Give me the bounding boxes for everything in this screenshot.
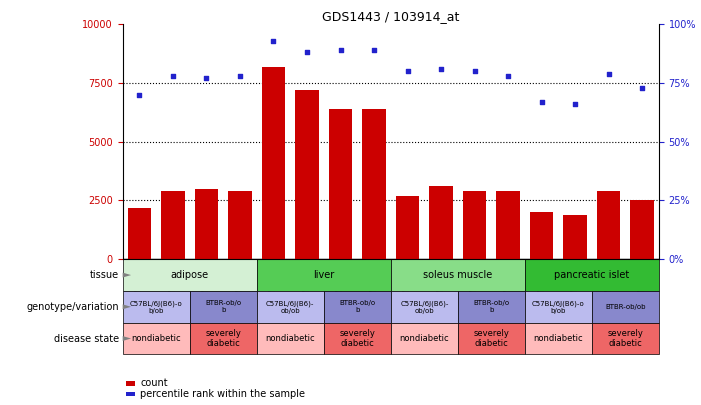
Point <box>469 68 480 75</box>
Bar <box>592 323 659 354</box>
Text: nondiabetic: nondiabetic <box>400 334 449 343</box>
Bar <box>592 291 659 323</box>
Bar <box>295 90 319 259</box>
Text: soleus muscle: soleus muscle <box>423 270 493 280</box>
Text: pancreatic islet: pancreatic islet <box>554 270 629 280</box>
Bar <box>458 291 525 323</box>
Bar <box>391 259 525 291</box>
Bar <box>128 207 151 259</box>
Point <box>569 101 580 107</box>
Text: tissue: tissue <box>90 270 119 280</box>
Text: liver: liver <box>313 270 334 280</box>
Text: severely
diabetic: severely diabetic <box>205 329 241 348</box>
Bar <box>161 191 184 259</box>
Bar <box>525 259 659 291</box>
Bar <box>630 200 654 259</box>
Text: BTBR-ob/o
b: BTBR-ob/o b <box>205 300 241 313</box>
Point <box>234 73 245 79</box>
Text: BTBR-ob/ob: BTBR-ob/ob <box>605 304 646 310</box>
Text: C57BL/6J(B6)-
ob/ob: C57BL/6J(B6)- ob/ob <box>400 300 449 313</box>
Text: C57BL/6J(B6)-o
b/ob: C57BL/6J(B6)-o b/ob <box>532 300 585 313</box>
Point <box>168 73 179 79</box>
Bar <box>195 189 218 259</box>
Text: percentile rank within the sample: percentile rank within the sample <box>140 389 305 399</box>
Bar <box>329 109 353 259</box>
Bar <box>190 323 257 354</box>
Polygon shape <box>123 305 131 309</box>
Point <box>536 98 547 105</box>
Bar <box>257 291 324 323</box>
Text: genotype/variation: genotype/variation <box>27 302 119 312</box>
Text: disease state: disease state <box>54 333 119 343</box>
Text: BTBR-ob/o
b: BTBR-ob/o b <box>339 300 375 313</box>
Text: nondiabetic: nondiabetic <box>533 334 583 343</box>
Point <box>268 38 279 44</box>
Text: C57BL/6J(B6)-o
b/ob: C57BL/6J(B6)-o b/ob <box>130 300 182 313</box>
Bar <box>391 291 458 323</box>
Point <box>335 47 346 53</box>
Point <box>402 68 413 75</box>
Bar <box>525 323 592 354</box>
Text: adipose: adipose <box>170 270 209 280</box>
Bar <box>391 323 458 354</box>
Text: severely
diabetic: severely diabetic <box>608 329 644 348</box>
Bar <box>396 196 419 259</box>
Text: nondiabetic: nondiabetic <box>266 334 315 343</box>
Point <box>134 92 145 98</box>
Bar <box>496 191 520 259</box>
Text: BTBR-ob/o
b: BTBR-ob/o b <box>473 300 510 313</box>
Bar <box>525 291 592 323</box>
Point <box>603 70 614 77</box>
Point <box>369 47 380 53</box>
Bar <box>324 291 391 323</box>
Text: C57BL/6J(B6)-
ob/ob: C57BL/6J(B6)- ob/ob <box>266 300 315 313</box>
Point <box>435 66 447 72</box>
Bar <box>463 191 486 259</box>
Bar <box>257 323 324 354</box>
Bar <box>190 291 257 323</box>
Title: GDS1443 / 103914_at: GDS1443 / 103914_at <box>322 10 459 23</box>
Bar <box>123 291 190 323</box>
Bar <box>362 109 386 259</box>
Bar <box>530 212 553 259</box>
Bar <box>597 191 620 259</box>
Bar <box>123 259 257 291</box>
Text: severely
diabetic: severely diabetic <box>473 329 510 348</box>
Polygon shape <box>123 273 131 277</box>
Bar <box>564 215 587 259</box>
Bar <box>257 259 391 291</box>
Point <box>503 73 514 79</box>
Polygon shape <box>123 336 131 341</box>
Bar <box>123 323 190 354</box>
Text: nondiabetic: nondiabetic <box>131 334 181 343</box>
Point <box>201 75 212 81</box>
Bar <box>324 323 391 354</box>
Bar <box>429 186 453 259</box>
Bar <box>458 323 525 354</box>
Bar <box>229 191 252 259</box>
Point <box>301 49 313 56</box>
Point <box>637 85 648 91</box>
Text: count: count <box>140 378 168 388</box>
Bar <box>261 66 285 259</box>
Text: severely
diabetic: severely diabetic <box>339 329 375 348</box>
